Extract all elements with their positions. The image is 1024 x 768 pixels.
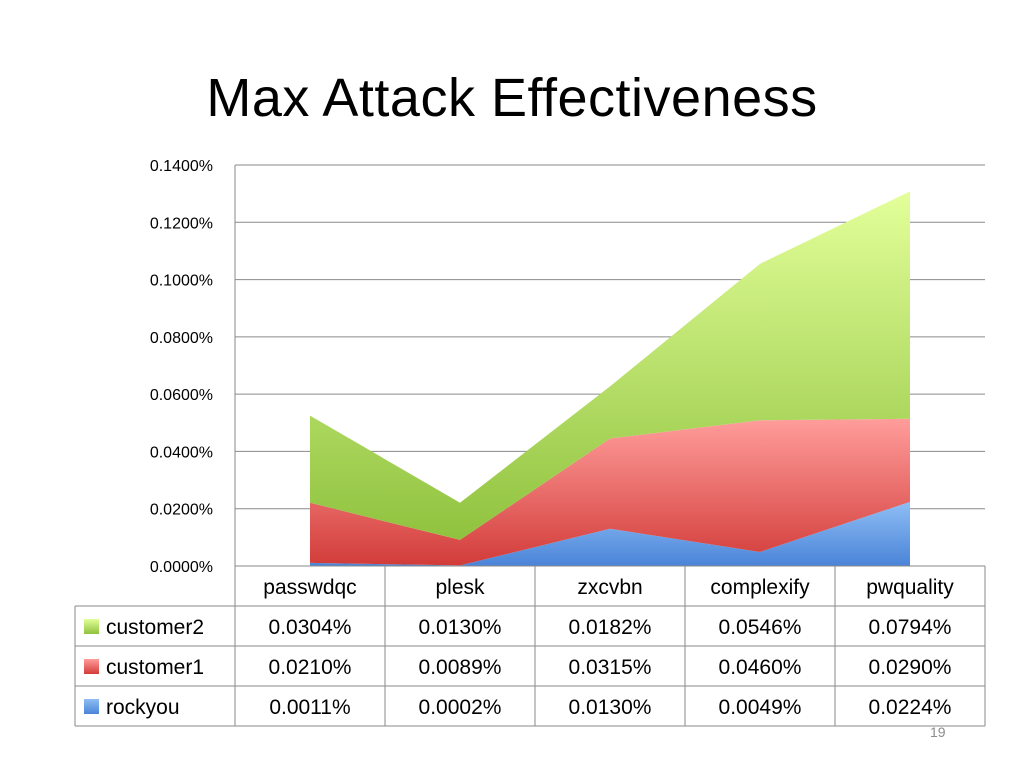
data-label: 0.0210% <box>269 656 352 679</box>
data-label: 0.0315% <box>569 656 652 679</box>
y-tick-label: 0.0600% <box>150 387 213 404</box>
data-label: 0.0130% <box>569 696 652 719</box>
data-label: 0.0002% <box>419 696 502 719</box>
data-label: 0.0049% <box>719 696 802 719</box>
data-label: 0.0011% <box>269 696 350 719</box>
legend-key-customer1 <box>84 659 99 674</box>
y-tick-label: 0.0400% <box>150 444 213 461</box>
legend-key-rockyou <box>84 699 99 714</box>
legend-label-rockyou: rockyou <box>106 696 180 719</box>
category-label: complexify <box>710 576 810 599</box>
data-label: 0.0089% <box>419 656 502 679</box>
area-rockyou <box>310 501 910 566</box>
category-label: passwdqc <box>263 576 356 599</box>
y-tick-label: 0.0000% <box>150 559 213 576</box>
data-label: 0.0290% <box>869 656 952 679</box>
legend-label-customer1: customer1 <box>106 656 204 679</box>
category-label: pwquality <box>866 576 954 599</box>
legend-label-customer2: customer2 <box>106 616 204 639</box>
data-label: 0.0130% <box>419 616 502 639</box>
page-number: 19 <box>930 724 946 740</box>
data-label: 0.0224% <box>869 696 952 719</box>
area-customer1 <box>310 418 910 566</box>
y-tick-label: 0.1200% <box>150 215 213 232</box>
y-tick-label: 0.1400% <box>150 158 213 175</box>
data-label: 0.0304% <box>269 616 352 639</box>
category-label: zxcvbn <box>577 576 642 599</box>
data-label: 0.0546% <box>719 616 802 639</box>
legend-key-customer2 <box>84 619 99 634</box>
y-tick-label: 0.1000% <box>150 273 213 290</box>
data-label: 0.0460% <box>719 656 802 679</box>
y-tick-label: 0.0800% <box>150 330 213 347</box>
data-label: 0.0794% <box>869 616 952 639</box>
y-tick-label: 0.0200% <box>150 502 213 519</box>
data-label: 0.0182% <box>569 616 652 639</box>
category-label: plesk <box>435 576 485 599</box>
slide-title: Max Attack Effectiveness <box>206 68 818 128</box>
area-customer2 <box>310 191 910 540</box>
